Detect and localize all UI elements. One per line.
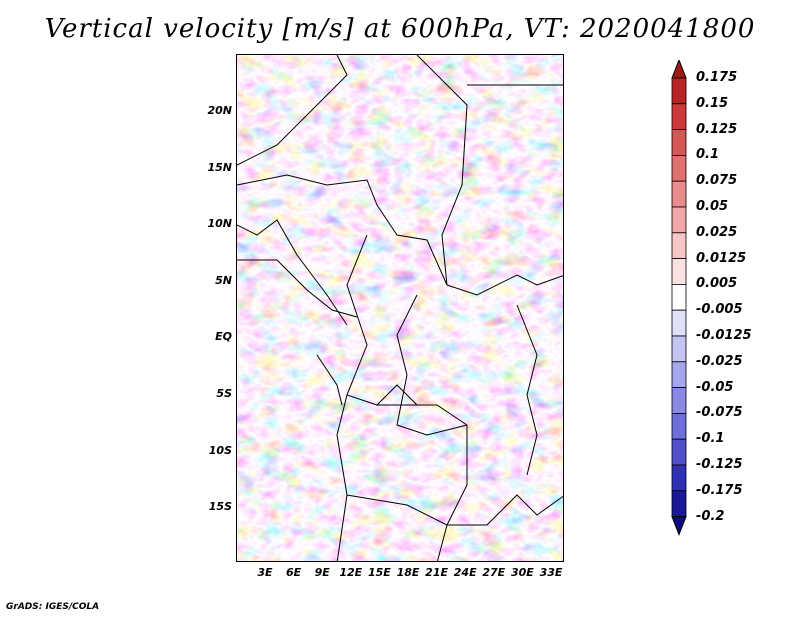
lon-label: 9E (314, 566, 330, 579)
colorbar-cell (671, 129, 687, 156)
colorbar-cell (671, 258, 687, 285)
lon-label: 3E (257, 566, 273, 579)
chart-title: Vertical velocity [m/s] at 600hPa, VT: 2… (44, 14, 756, 44)
colorbar-tick-label: 0.1 (696, 147, 720, 163)
colorbar-tick-label: -0.05 (696, 379, 734, 395)
credit-text: GrADS: IGES/COLA (6, 602, 100, 612)
colorbar-tick-label: 0.025 (696, 224, 738, 240)
colorbar-cell (671, 464, 687, 492)
colorbar-cell (671, 155, 687, 182)
lat-label: EQ (215, 330, 232, 344)
colorbar-top-arrow (671, 60, 687, 79)
lat-label: 15N (207, 160, 232, 174)
colorbar-tick-label: -0.2 (696, 508, 725, 524)
colorbar-tick-label: 0.075 (696, 173, 738, 189)
velocity-shading (237, 55, 563, 561)
colorbar-tick-label: -0.175 (696, 482, 743, 498)
colorbar-cell (671, 412, 687, 440)
colorbar-tick-label: 0.125 (696, 121, 738, 137)
lat-label: 15S (208, 500, 232, 514)
colorbar-tick-label: 0.005 (696, 276, 738, 292)
colorbar-tick-label: -0.075 (696, 405, 743, 421)
colorbar-tick-label: 0.15 (696, 95, 729, 111)
colorbar-tick-label: 0.05 (696, 199, 729, 214)
lat-label: 10N (207, 217, 232, 231)
colorbar-cell (671, 309, 687, 337)
lon-label: 33E (539, 566, 563, 579)
lat-label: 10S (208, 443, 232, 457)
vertical-velocity-field-map (237, 55, 563, 561)
colorbar-cell (671, 387, 687, 414)
lon-label: 6E (286, 566, 302, 579)
lon-label: 21E (425, 566, 448, 579)
colorbar-tick-label: -0.005 (696, 302, 743, 318)
colorbar-cell (671, 283, 687, 311)
colorbar-cell (671, 438, 687, 466)
colorbar-cell (671, 180, 687, 208)
colorbar-tick-label: -0.1 (696, 431, 725, 447)
colorbar-tick-label: -0.025 (696, 353, 743, 369)
colorbar-bottom-arrow (671, 516, 687, 536)
colorbar-cell (671, 361, 687, 388)
colorbar-cell (671, 206, 687, 234)
colorbar-cell (671, 232, 687, 260)
colorbar-cell (671, 335, 687, 363)
colorbar-cell (671, 103, 687, 130)
colorbar-tick-label: -0.0125 (696, 328, 752, 343)
lon-label: 24E (453, 566, 477, 579)
colorbar-cell (671, 77, 687, 105)
map-panel (236, 54, 564, 562)
colorbar-tick-label: 0.0125 (696, 250, 747, 266)
lat-label: 20N (207, 104, 232, 117)
colorbar-tick-label: -0.125 (696, 457, 743, 472)
lon-label: 18E (396, 566, 420, 579)
colorbar-cell (671, 490, 687, 517)
lat-label: 5N (215, 273, 232, 287)
lon-label: 30E (510, 566, 534, 579)
lon-label: 12E (339, 566, 363, 579)
colorbar (671, 60, 687, 536)
colorbar-tick-label: 0.175 (696, 70, 738, 85)
country-borders (237, 55, 563, 561)
lat-label: 5S (216, 387, 232, 400)
lon-label: 27E (482, 566, 506, 579)
lon-label: 15E (367, 566, 391, 579)
